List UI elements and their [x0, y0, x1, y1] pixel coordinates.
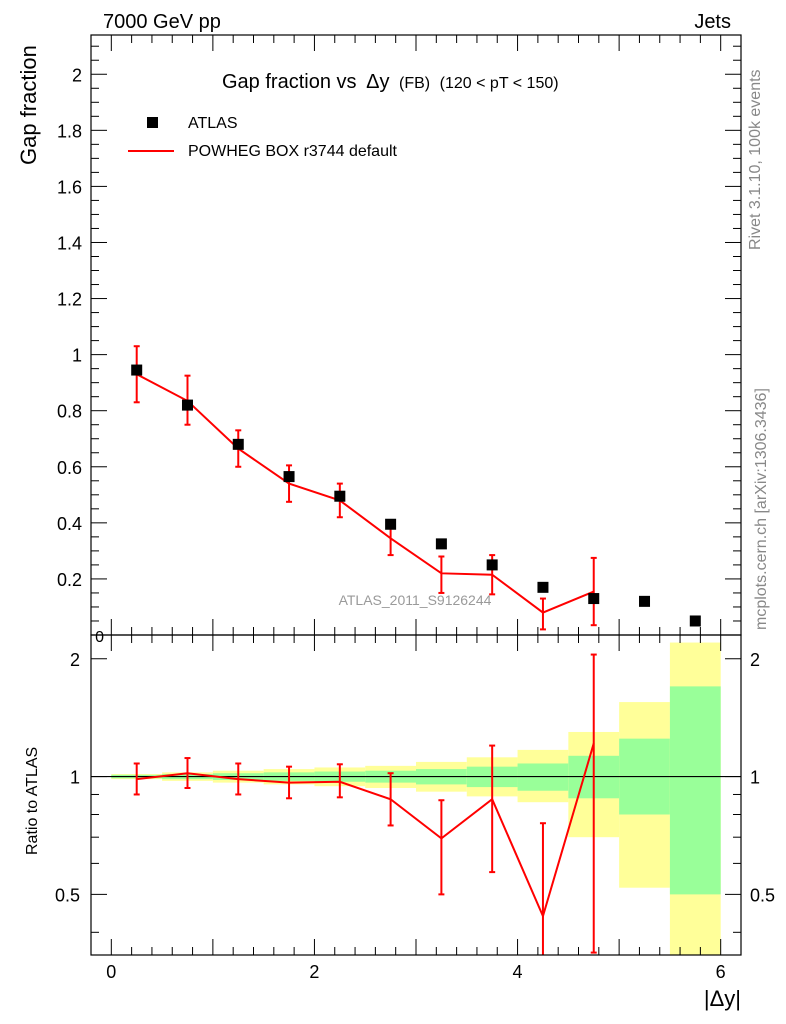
analysis-watermark: ATLAS_2011_S9126244	[339, 592, 492, 608]
chart-title: Gap fraction vs Δy (FB) (120 < pT < 150)	[222, 71, 559, 93]
ratio-y-tick-labels: 0.5 0.5 1 1 2 2	[55, 650, 775, 906]
ratio-y-tick-label-left: 0.5	[55, 885, 80, 905]
atlas-marker	[486, 559, 498, 571]
main-y-zero-label: 0	[95, 629, 104, 646]
header-right: Jets	[694, 11, 731, 33]
ratio-y-tick-label-left: 2	[70, 650, 80, 670]
chart-title-delta: Δy	[366, 71, 389, 93]
atlas-marker	[232, 438, 244, 450]
chart-title-main: Gap fraction vs	[222, 71, 357, 93]
rivet-label: Rivet 3.1.10, 100k events	[747, 69, 764, 250]
main-y-tick-label: 0.6	[57, 458, 82, 478]
x-tick-label: 0	[106, 962, 116, 982]
chart-title-cut: (120 < pT < 150)	[440, 75, 559, 92]
header-left: 7000 GeV pp	[103, 11, 221, 33]
atlas-marker	[588, 593, 600, 605]
main-y-tick-label: 2	[72, 65, 82, 85]
powheg-line	[136, 373, 595, 614]
atlas-markers	[131, 364, 701, 627]
x-tick-label: 6	[716, 962, 726, 982]
legend: ATLAS POWHEG BOX r3744 default	[128, 115, 398, 160]
main-y-tick-label: 1.4	[57, 233, 82, 253]
x-tick-label: 2	[309, 962, 319, 982]
atlas-marker	[435, 538, 447, 550]
atlas-marker	[537, 581, 549, 593]
main-y-tick-label: 1.8	[57, 121, 82, 141]
ratio-plot-panel: 0.5 0.5 1 1 2 2 0 2 4 6 Ratio to ATLAS |Δy|	[24, 634, 775, 1011]
ratio-y-tick-label-left: 1	[70, 768, 80, 788]
atlas-marker	[385, 518, 397, 530]
mcplots-label: mcplots.cern.ch [arXiv:1306.3436]	[753, 388, 770, 630]
main-y-tick-label: 1	[72, 346, 82, 366]
main-y-tick-label: 0.2	[57, 570, 82, 590]
ratio-y-tick-label-right: 0.5	[750, 885, 775, 905]
legend-atlas-label: ATLAS	[188, 115, 238, 132]
atlas-marker	[689, 615, 701, 627]
atlas-marker	[283, 471, 295, 483]
atlas-marker	[131, 364, 143, 376]
ratio-uncertainty-bands	[111, 642, 721, 955]
x-tick-label: 4	[513, 962, 523, 982]
atlas-marker	[639, 595, 651, 607]
ratio-band-inner	[669, 686, 721, 895]
powheg-error-bars	[133, 345, 597, 631]
ratio-y-axis-label: Ratio to ATLAS	[24, 747, 41, 855]
main-plot-panel: 0.2 0.4 0.6 0.8 1 1.2 1.4 1.6 1.8 2 0 Gap fractio…	[16, 34, 742, 646]
main-axis-ticks	[91, 35, 741, 635]
ratio-y-tick-label-right: 1	[750, 768, 760, 788]
main-y-axis-label: Gap fraction	[16, 45, 41, 165]
ratio-powheg-line	[136, 743, 595, 920]
atlas-marker	[334, 490, 346, 502]
legend-powheg-label: POWHEG BOX r3744 default	[188, 143, 398, 160]
main-y-tick-label: 1.2	[57, 290, 82, 310]
main-y-tick-label: 0.8	[57, 402, 82, 422]
ratio-error-bars	[133, 653, 597, 955]
x-axis-label: |Δy|	[704, 986, 741, 1011]
legend-atlas-marker	[147, 117, 158, 128]
main-y-tick-label: 1.6	[57, 177, 82, 197]
ratio-plot-frame	[90, 634, 742, 956]
main-y-tick-label: 0.4	[57, 514, 82, 534]
ratio-x-tick-labels: 0 2 4 6	[106, 962, 725, 982]
ratio-axis-ticks	[91, 635, 741, 955]
main-y-tick-labels: 0.2 0.4 0.6 0.8 1 1.2 1.4 1.6 1.8 2	[57, 65, 82, 590]
chart-title-tag: (FB)	[399, 75, 430, 92]
atlas-marker	[181, 399, 193, 411]
ratio-y-tick-label-right: 2	[750, 650, 760, 670]
